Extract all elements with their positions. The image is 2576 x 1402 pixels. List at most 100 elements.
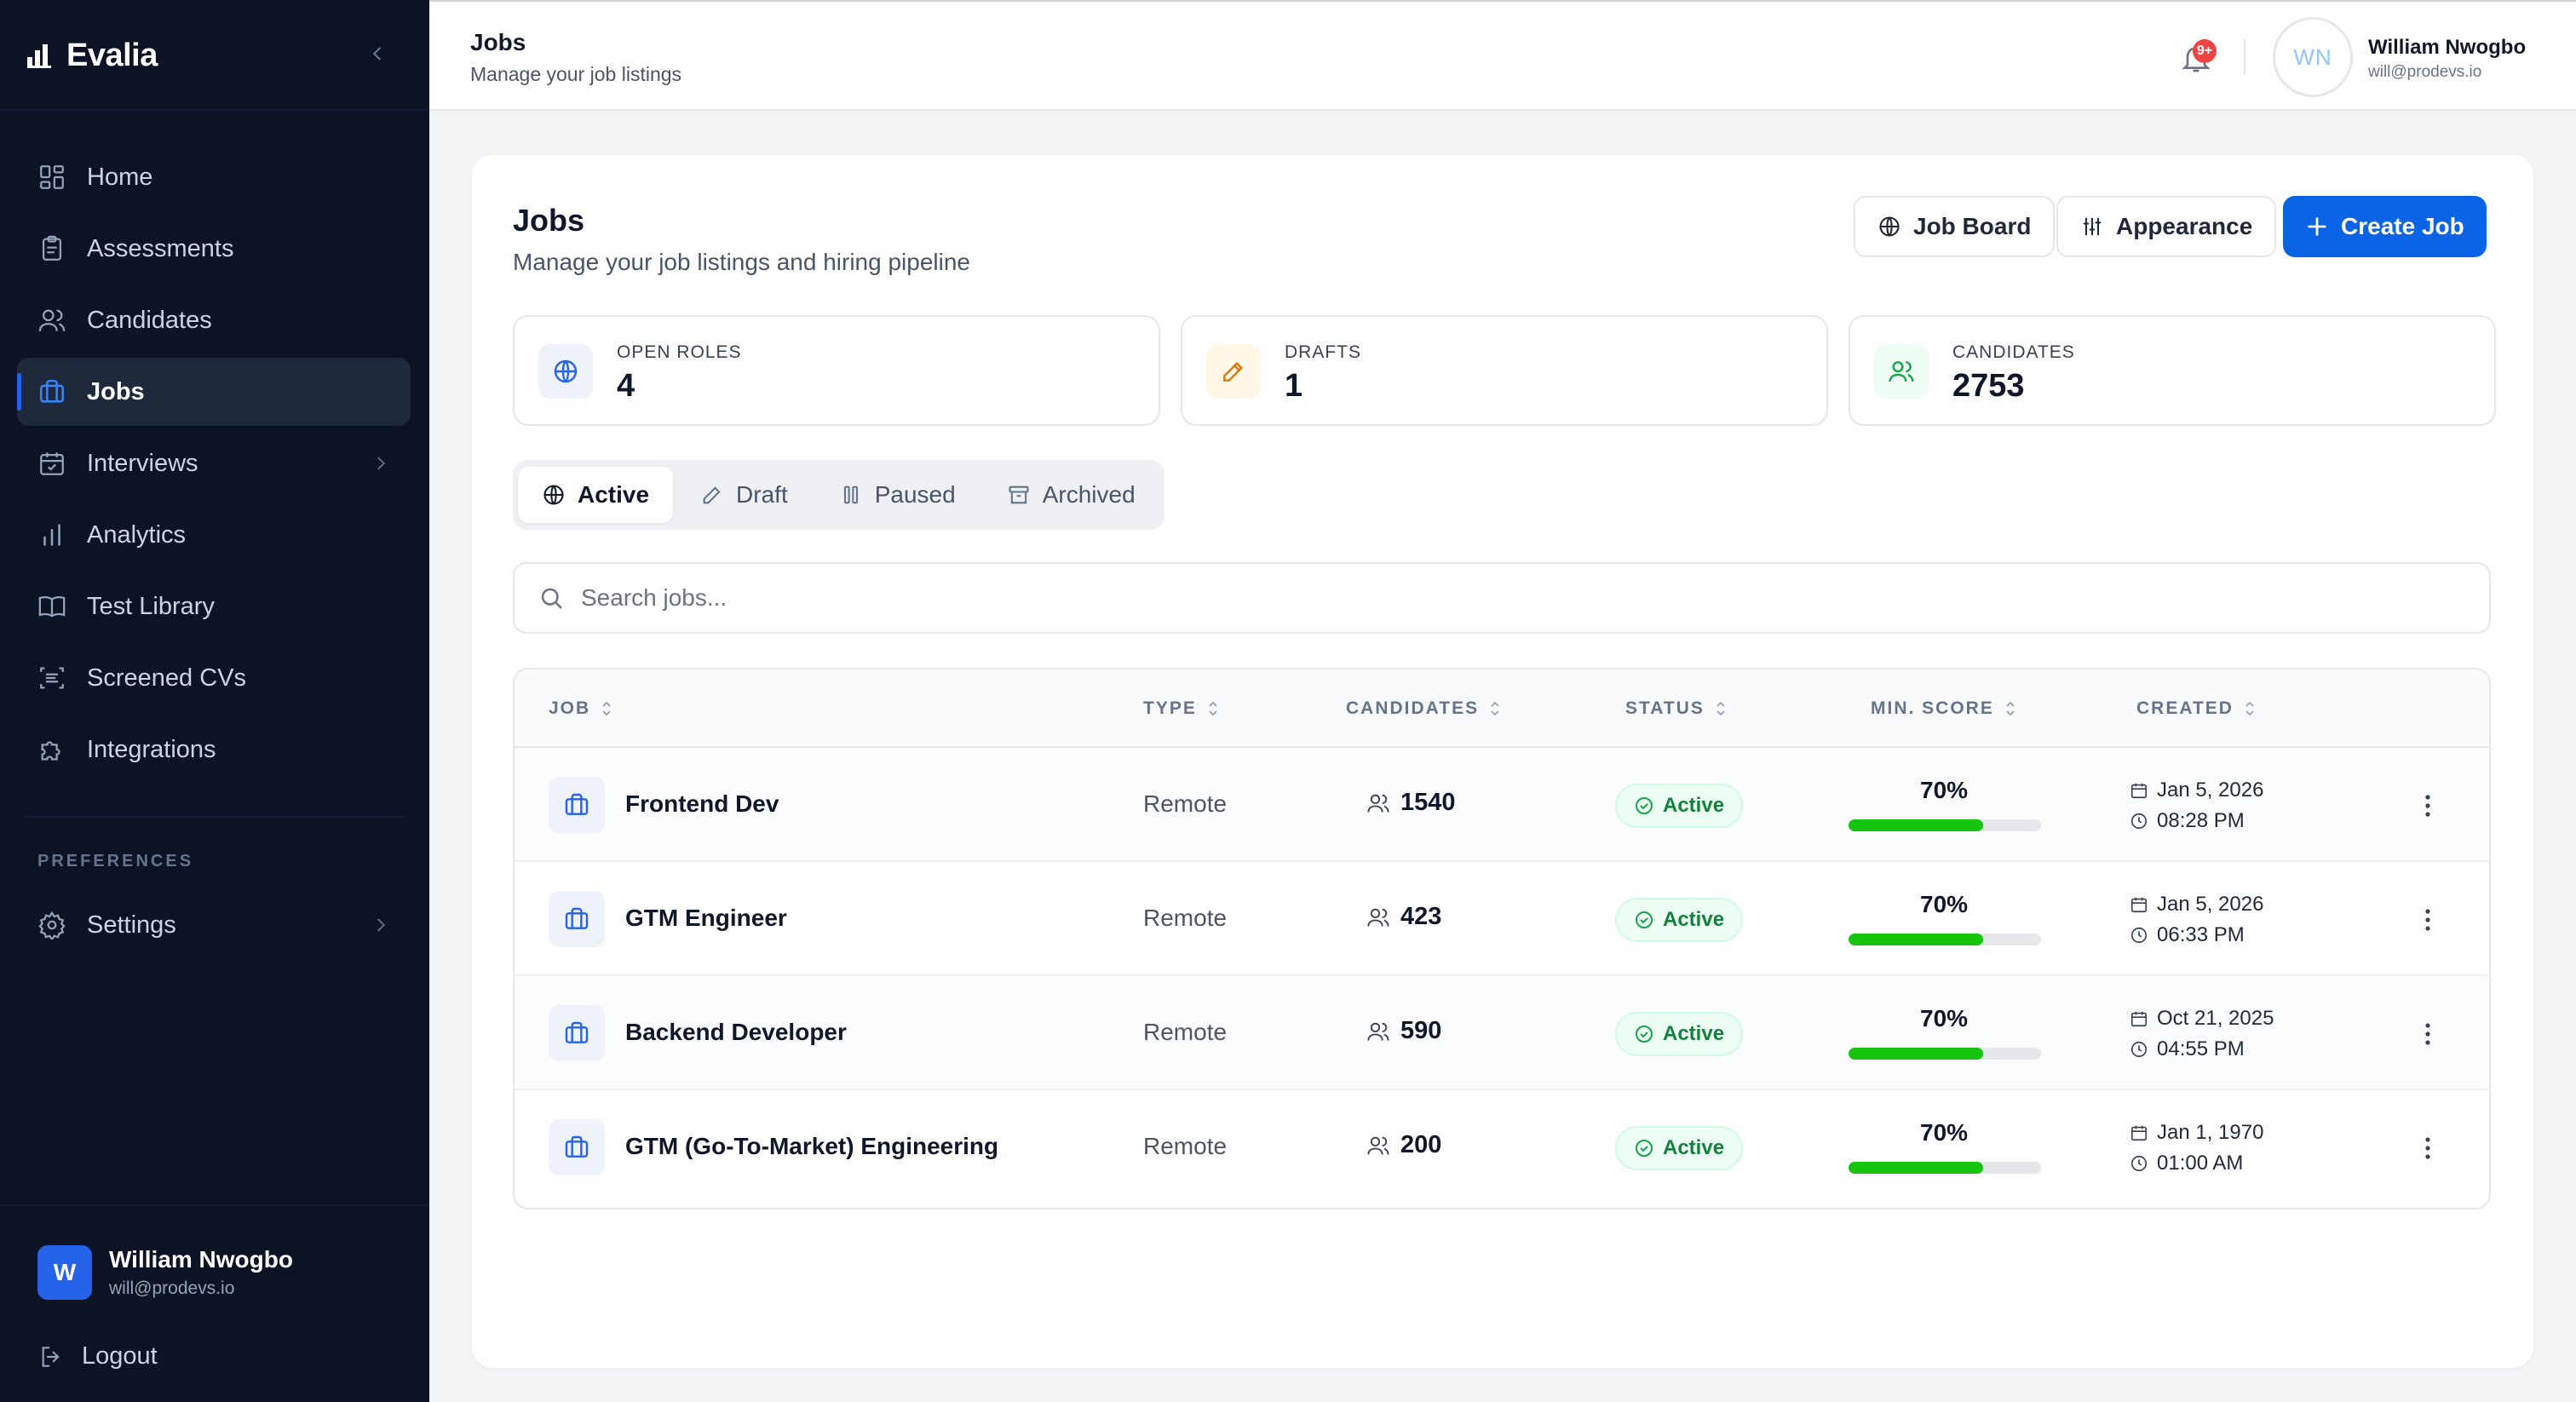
min-score-bar xyxy=(1849,1162,2041,1174)
clock-icon xyxy=(2130,1041,2148,1058)
sidebar-item-jobs[interactable]: Jobs xyxy=(17,358,411,426)
job-type: Remote xyxy=(1143,1019,1228,1045)
table-row[interactable]: Frontend Dev Remote 1540 Active 70% Jan … xyxy=(515,748,2489,862)
status-label: Active xyxy=(1663,908,1725,931)
sidebar-item-integrations[interactable]: Integrations xyxy=(17,715,411,784)
table-row[interactable]: Backend Developer Remote 590 Active 70% … xyxy=(515,976,2489,1090)
created-time: 06:33 PM xyxy=(2130,923,2245,947)
column-label: MIN. SCORE xyxy=(1871,698,1994,718)
user-name: William Nwogbo xyxy=(109,1246,293,1273)
page-subtitle: Manage your job listings and hiring pipe… xyxy=(513,249,971,275)
users-icon xyxy=(1367,794,1389,813)
sidebar-user[interactable]: W William Nwogbo will@prodevs.io xyxy=(37,1245,293,1300)
min-score-value: 70% xyxy=(1920,777,1969,803)
job-title[interactable]: Backend Developer xyxy=(625,1019,847,1045)
top-bar: Jobs Manage your job listings 9+ WN Will… xyxy=(429,0,2576,111)
min-score-fill xyxy=(1849,819,1984,831)
column-header-candidates[interactable]: CANDIDATES xyxy=(1346,698,1503,719)
date-text: Jan 1, 1970 xyxy=(2157,1121,2264,1144)
puzzle-icon xyxy=(41,741,60,761)
appearance-label: Appearance xyxy=(2116,213,2253,239)
appearance-button[interactable]: Appearance xyxy=(2056,196,2277,257)
table-body: Frontend Dev Remote 1540 Active 70% Jan … xyxy=(515,748,2489,1204)
job-type: Remote xyxy=(1143,905,1228,931)
sidebar-item-analytics[interactable]: Analytics xyxy=(17,501,411,569)
search-icon xyxy=(541,588,562,609)
sidebar-item-test-library[interactable]: Test Library xyxy=(17,572,411,641)
column-header-created[interactable]: CREATED xyxy=(2136,698,2257,719)
gear-icon xyxy=(38,911,66,939)
avatar[interactable]: WN xyxy=(2273,17,2353,97)
briefcase-icon xyxy=(549,777,605,833)
book-icon xyxy=(38,596,66,618)
check-circle-icon xyxy=(1636,797,1653,814)
row-menu-button[interactable] xyxy=(2412,1017,2443,1051)
create-job-button[interactable]: Create Job xyxy=(2283,196,2487,257)
user-name: William Nwogbo xyxy=(2368,36,2527,59)
grid-icon xyxy=(40,165,64,189)
users-icon xyxy=(1367,908,1389,927)
date-text: Jan 5, 2026 xyxy=(2157,893,2264,916)
row-menu-button[interactable] xyxy=(2412,903,2443,937)
sidebar-item-assessments[interactable]: Assessments xyxy=(17,215,411,283)
sidebar-item-label: Home xyxy=(87,163,153,191)
tab-label: Paused xyxy=(874,481,956,508)
collapse-sidebar-button[interactable] xyxy=(365,41,390,66)
min-score-value: 70% xyxy=(1920,1005,1969,1031)
calendar-check-icon xyxy=(40,452,64,475)
table-row[interactable]: GTM (Go-To-Market) Engineering Remote 20… xyxy=(515,1090,2489,1204)
job-board-button[interactable]: Job Board xyxy=(1854,196,2056,257)
logo-icon xyxy=(27,43,51,68)
stat-label: DRAFTS xyxy=(1285,342,1361,362)
job-title[interactable]: GTM (Go-To-Market) Engineering xyxy=(625,1133,999,1159)
time-text: 04:55 PM xyxy=(2157,1037,2245,1060)
sidebar-item-screened-cvs[interactable]: Screened CVs xyxy=(17,644,411,712)
column-header-status[interactable]: STATUS xyxy=(1625,698,1728,719)
tab-active[interactable]: Active xyxy=(518,467,674,523)
sidebar-item-label: Interviews xyxy=(87,449,198,477)
users-icon xyxy=(1874,344,1929,399)
stat-candidates: CANDIDATES 2753 xyxy=(1849,315,2496,426)
logout-button[interactable]: Logout xyxy=(37,1342,158,1370)
calendar-icon xyxy=(2130,1011,2148,1027)
created-time: 04:55 PM xyxy=(2130,1037,2245,1061)
column-label: CREATED xyxy=(2136,698,2234,718)
globe-icon xyxy=(543,485,564,505)
candidate-count: 1540 xyxy=(1400,789,1456,816)
job-title[interactable]: GTM Engineer xyxy=(625,905,787,931)
min-score-fill xyxy=(1849,934,1984,945)
column-header-min-score[interactable]: MIN. SCORE xyxy=(1871,698,2018,719)
logout-icon xyxy=(42,1346,60,1367)
column-label: CANDIDATES xyxy=(1346,698,1480,718)
preferences-label: PREFERENCES xyxy=(37,852,194,871)
job-type: Remote xyxy=(1143,790,1228,817)
pause-icon xyxy=(843,486,858,504)
chevron-right-icon xyxy=(377,918,385,932)
row-menu-button[interactable] xyxy=(2412,789,2443,823)
table-row[interactable]: GTM Engineer Remote 423 Active 70% Jan 5… xyxy=(515,862,2489,976)
sidebar-item-settings[interactable]: Settings xyxy=(17,891,411,959)
brand-name: Evalia xyxy=(66,37,158,73)
search-input[interactable] xyxy=(581,584,2455,612)
column-header-type[interactable]: TYPE xyxy=(1143,698,1221,719)
stat-open-roles: OPEN ROLES 4 xyxy=(513,315,1160,426)
job-title[interactable]: Frontend Dev xyxy=(625,790,779,817)
sidebar-item-interviews[interactable]: Interviews xyxy=(17,429,411,497)
sidebar-item-candidates[interactable]: Candidates xyxy=(17,286,411,354)
more-vertical-icon xyxy=(2425,1023,2430,1045)
user-email: will@prodevs.io xyxy=(109,1278,235,1298)
min-score-value: 70% xyxy=(1920,1119,1969,1146)
sort-icon xyxy=(1716,701,1725,716)
tab-archived[interactable]: Archived xyxy=(983,467,1159,523)
briefcase-icon xyxy=(549,1005,605,1061)
created-time: 08:28 PM xyxy=(2130,809,2245,833)
column-header-job[interactable]: JOB xyxy=(549,698,614,719)
row-menu-button[interactable] xyxy=(2412,1131,2443,1165)
candidate-count: 200 xyxy=(1400,1131,1442,1158)
page-title: Jobs xyxy=(513,203,585,238)
sidebar: Evalia Home Assessments Candidates Jobs … xyxy=(0,0,429,1402)
brand-logo[interactable]: Evalia xyxy=(26,37,158,74)
tab-draft[interactable]: Draft xyxy=(676,467,812,523)
sidebar-item-home[interactable]: Home xyxy=(17,143,411,211)
tab-paused[interactable]: Paused xyxy=(815,467,980,523)
